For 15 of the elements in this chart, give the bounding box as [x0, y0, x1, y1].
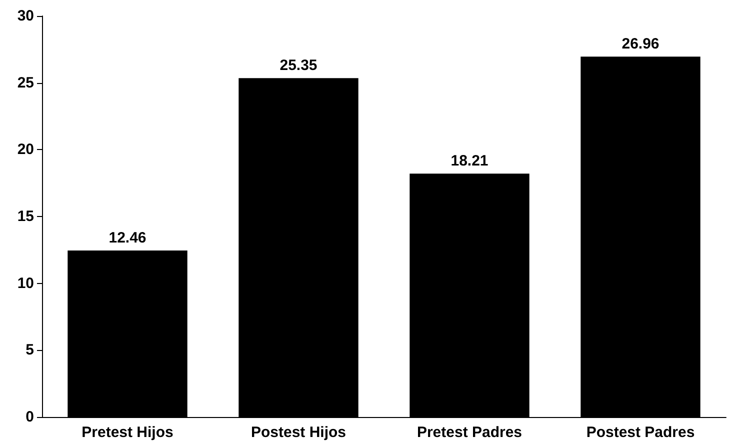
x-tick-label: Postest Hijos	[250, 424, 346, 441]
data-label: 12.46	[108, 229, 146, 246]
y-tick-label: 20	[17, 141, 34, 158]
y-tick-label: 15	[17, 208, 34, 225]
x-tick-label: Postest Padres	[586, 424, 695, 441]
data-label: 25.35	[280, 57, 318, 74]
y-tick-label: 25	[17, 74, 34, 92]
y-tick-label: 5	[26, 342, 34, 359]
y-tick-label: 0	[26, 408, 34, 426]
data-label: 26.96	[622, 36, 660, 53]
y-tick-label: 30	[17, 8, 34, 24]
data-label: 18.21	[450, 152, 488, 170]
x-tick-label: Pretest Padres	[416, 424, 522, 441]
y-tick-label: 10	[17, 274, 34, 292]
x-tick-label: Pretest Hijos	[82, 424, 174, 441]
